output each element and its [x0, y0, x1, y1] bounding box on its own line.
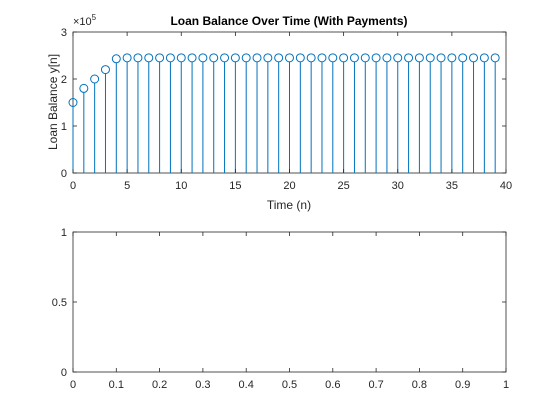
bottom-axes: 0 0.1 0.2 0.3 0.4 0.5 0.6 0.7 0.8 0.9 1 00.51	[52, 227, 509, 391]
y-tick-label: 1	[61, 227, 67, 239]
x-tick-label: 20	[283, 180, 295, 192]
stem-marker	[230, 53, 240, 63]
stem-marker	[155, 53, 165, 63]
y-axis-label: Loan Balance y[n]	[46, 54, 60, 150]
y-tick-label: 1	[61, 121, 67, 133]
x-tick-label: 0	[70, 180, 76, 192]
stem-marker	[328, 53, 338, 63]
bottom-x-axis-ticks: 0 0.1 0.2 0.3 0.4 0.5 0.6 0.7 0.8 0.9 1	[70, 232, 509, 391]
stem-marker	[436, 53, 446, 63]
stem-marker	[209, 53, 219, 63]
stem-marker	[393, 53, 403, 63]
y-axis-exponent: ×105	[73, 13, 97, 28]
x-tick-label: 0.9	[455, 379, 470, 391]
stem-marker	[122, 53, 132, 63]
x-tick-label: 0	[70, 379, 76, 391]
stem-series	[68, 53, 500, 173]
x-tick-label: 15	[229, 180, 241, 192]
stem-marker	[306, 53, 316, 63]
bottom-y-axis-ticks: 00.51	[52, 227, 506, 379]
x-tick-label: 35	[446, 180, 458, 192]
exponent-base: ×10	[73, 16, 92, 28]
y-tick-label: 0	[61, 168, 67, 180]
x-tick-label: 30	[392, 180, 404, 192]
stem-marker	[469, 53, 479, 63]
stem-marker	[349, 53, 359, 63]
stem-marker	[339, 53, 349, 63]
stem-marker	[90, 74, 100, 84]
x-axis-ticks: 0 5 10 15 20 25 30 35 40	[70, 32, 512, 192]
stem-marker	[295, 53, 305, 63]
stem-marker	[404, 53, 414, 63]
x-tick-label: 0.1	[109, 379, 124, 391]
stem-marker	[198, 53, 208, 63]
stem-marker	[263, 53, 273, 63]
stem-marker	[144, 53, 154, 63]
y-tick-label: 0	[61, 367, 67, 379]
y-tick-label: 3	[61, 27, 67, 39]
x-tick-label: 0.2	[152, 379, 167, 391]
stem-marker	[371, 53, 381, 63]
x-tick-label: 1	[503, 379, 509, 391]
stem-marker	[100, 65, 110, 75]
stem-marker	[165, 53, 175, 63]
stem-marker	[252, 53, 262, 63]
stem-marker	[241, 53, 251, 63]
x-tick-label: 25	[338, 180, 350, 192]
stem-marker	[176, 53, 186, 63]
x-tick-label: 0.3	[195, 379, 210, 391]
stem-marker	[79, 83, 89, 93]
x-tick-label: 0.6	[325, 379, 340, 391]
stem-marker	[220, 53, 230, 63]
stem-marker	[382, 53, 392, 63]
y-axis-ticks: 0 1 2 3	[61, 27, 506, 180]
stem-marker	[274, 53, 284, 63]
stem-marker	[490, 53, 500, 63]
stem-marker	[447, 53, 457, 63]
x-tick-label: 0.5	[282, 379, 297, 391]
stem-marker	[414, 53, 424, 63]
stem-marker	[458, 53, 468, 63]
top-axes: Loan Balance Over Time (With Payments) ×…	[46, 13, 512, 212]
exponent-power: 5	[92, 13, 97, 22]
stem-marker	[68, 98, 78, 107]
stem-marker	[133, 53, 143, 63]
stem-marker	[317, 53, 327, 63]
stem-marker	[285, 53, 294, 63]
x-tick-label: 0.7	[368, 379, 383, 391]
x-tick-label: 10	[175, 180, 187, 192]
y-tick-label: 0.5	[52, 297, 67, 309]
x-tick-label: 40	[500, 180, 512, 192]
stem-marker	[360, 53, 370, 63]
y-tick-label: 2	[61, 74, 67, 86]
x-tick-label: 5	[124, 180, 130, 192]
stem-marker	[479, 53, 489, 63]
x-tick-label: 0.4	[239, 379, 254, 391]
x-axis-label: Time (n)	[267, 198, 311, 212]
stem-marker	[187, 53, 197, 63]
stem-marker	[111, 54, 121, 64]
x-tick-label: 0.8	[412, 379, 427, 391]
chart-title: Loan Balance Over Time (With Payments)	[170, 14, 407, 28]
stem-marker	[425, 53, 435, 63]
